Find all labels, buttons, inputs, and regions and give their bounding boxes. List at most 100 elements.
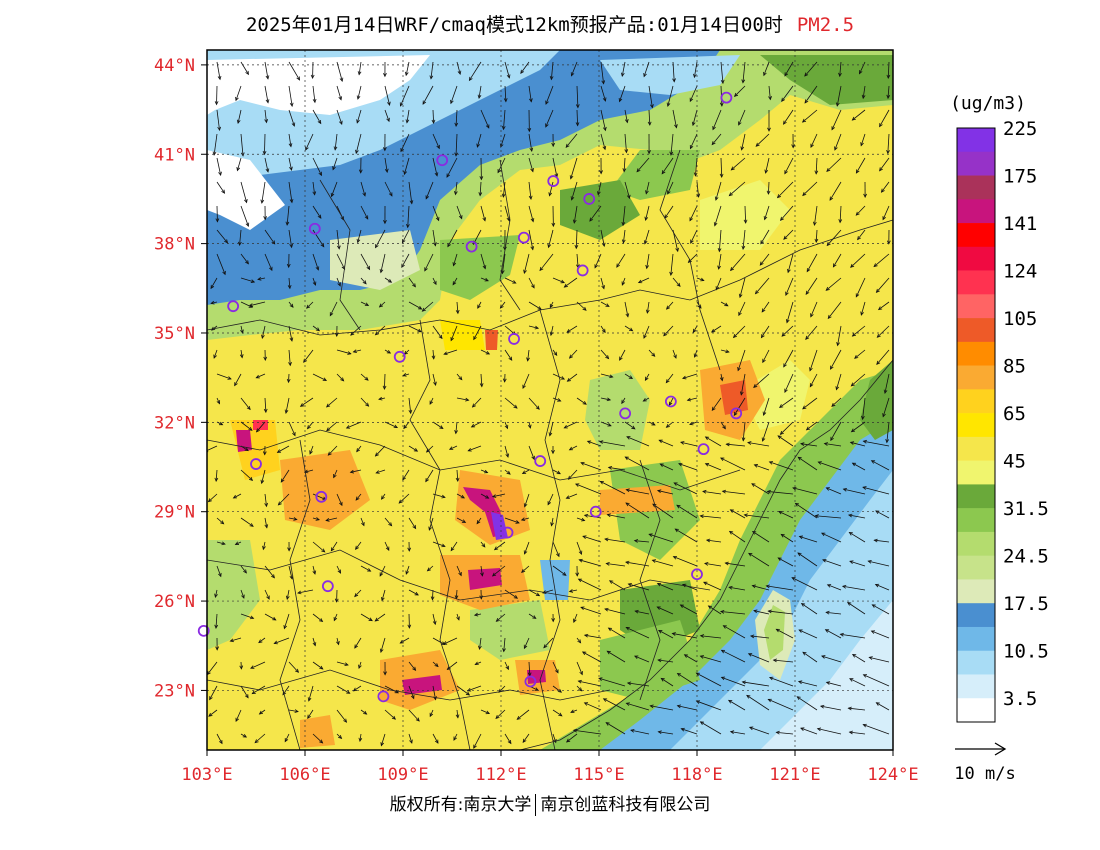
wind-vector <box>456 493 466 499</box>
wind-vector <box>502 637 506 653</box>
graticule-grid <box>207 50 893 750</box>
wind-vector <box>885 421 890 444</box>
wind-vector <box>689 421 698 426</box>
colorbar-label: 85 <box>1003 356 1026 378</box>
wind-vector <box>399 85 410 107</box>
wind-vector <box>305 133 314 151</box>
wind-vector <box>522 373 530 390</box>
colorbar-label: 31.5 <box>1003 498 1049 520</box>
wind-vector <box>408 661 417 671</box>
wind-vector <box>576 685 583 692</box>
wind-vector <box>624 456 650 471</box>
wind-vector <box>775 730 794 735</box>
wind-vector <box>620 61 626 77</box>
wind-vector <box>809 373 818 388</box>
wind-vector <box>527 421 532 429</box>
wind-vector <box>336 277 341 287</box>
wind-vector <box>877 301 890 311</box>
wind-vector <box>714 181 722 201</box>
wind-vector <box>850 373 866 387</box>
pollutant-name: PM2.5 <box>796 14 855 36</box>
wind-vector <box>455 709 460 719</box>
wind-vector <box>299 397 314 407</box>
wind-vector <box>689 205 698 222</box>
wind-vector <box>264 61 270 80</box>
wind-vector <box>240 517 254 527</box>
wind-vector <box>452 277 458 286</box>
wind-vector <box>285 589 290 601</box>
wind-vector <box>288 349 292 367</box>
wind-vector <box>830 421 842 442</box>
wind-vector <box>214 613 219 629</box>
wind-vector <box>802 181 818 197</box>
wind-vector <box>668 397 674 407</box>
wind-vector <box>578 558 602 567</box>
wind-vector <box>336 229 341 250</box>
wind-vector <box>374 445 386 457</box>
wind-vector <box>523 253 530 275</box>
wind-vector <box>658 439 674 447</box>
wind-vector <box>851 325 866 337</box>
wind-vector <box>539 253 554 272</box>
wind-vector <box>861 85 866 100</box>
wind-vector <box>448 445 458 450</box>
wind-vector <box>329 301 338 317</box>
wind-vector <box>264 253 273 272</box>
wind-vector <box>748 552 770 567</box>
wind-vector <box>814 229 819 244</box>
wind-vector <box>762 397 770 416</box>
wind-vector <box>356 85 362 100</box>
wind-vector <box>573 613 578 623</box>
colorbar-segment <box>957 246 995 271</box>
wind-vector <box>739 373 746 396</box>
wind-vector <box>473 733 482 749</box>
wind-vector <box>743 513 770 519</box>
wind-vector <box>618 85 626 103</box>
wind-vector <box>528 397 540 410</box>
wind-vector <box>237 229 242 247</box>
city-marker <box>377 690 390 703</box>
city-marker <box>664 395 677 408</box>
wind-vector <box>876 349 890 365</box>
wind-vector <box>855 205 866 216</box>
wind-vector <box>817 461 842 471</box>
latitude-label: 35°N <box>154 324 195 344</box>
wind-vector <box>810 301 818 318</box>
wind-vector <box>851 462 866 471</box>
wind-vector <box>751 584 770 591</box>
wind-vector <box>551 205 556 228</box>
wind-vector <box>240 469 254 481</box>
wind-vector <box>563 277 578 288</box>
wind-vector <box>741 229 746 251</box>
wind-vector <box>667 181 674 195</box>
wind-vector <box>565 493 578 499</box>
wind-vector <box>401 253 410 268</box>
wind-vector <box>647 133 651 155</box>
wind-vector <box>327 445 338 456</box>
wind-vector <box>356 445 362 453</box>
wind-vector <box>236 157 242 172</box>
wind-vector <box>787 253 794 274</box>
wind-vector <box>575 85 580 109</box>
wind-vector <box>239 661 244 670</box>
wind-vector <box>480 709 491 715</box>
wind-vector <box>288 229 294 249</box>
wind-vector <box>798 535 818 543</box>
wind-vector <box>711 133 722 146</box>
wind-vector <box>549 301 554 309</box>
wind-vector <box>740 133 746 151</box>
wind-vector <box>503 85 508 103</box>
wind-vector <box>699 514 722 519</box>
wind-vector <box>380 493 386 500</box>
wind-vector <box>666 85 674 107</box>
wind-vector <box>407 541 412 552</box>
wind-vector <box>879 109 890 128</box>
wind-vector <box>753 373 770 388</box>
wind-vector <box>264 493 269 508</box>
wind-vector <box>232 493 242 499</box>
wind-vector <box>473 612 482 617</box>
wind-vector <box>504 445 510 458</box>
wind-vector <box>286 253 291 269</box>
wind-vector <box>625 502 650 519</box>
wind-vector <box>216 253 226 276</box>
